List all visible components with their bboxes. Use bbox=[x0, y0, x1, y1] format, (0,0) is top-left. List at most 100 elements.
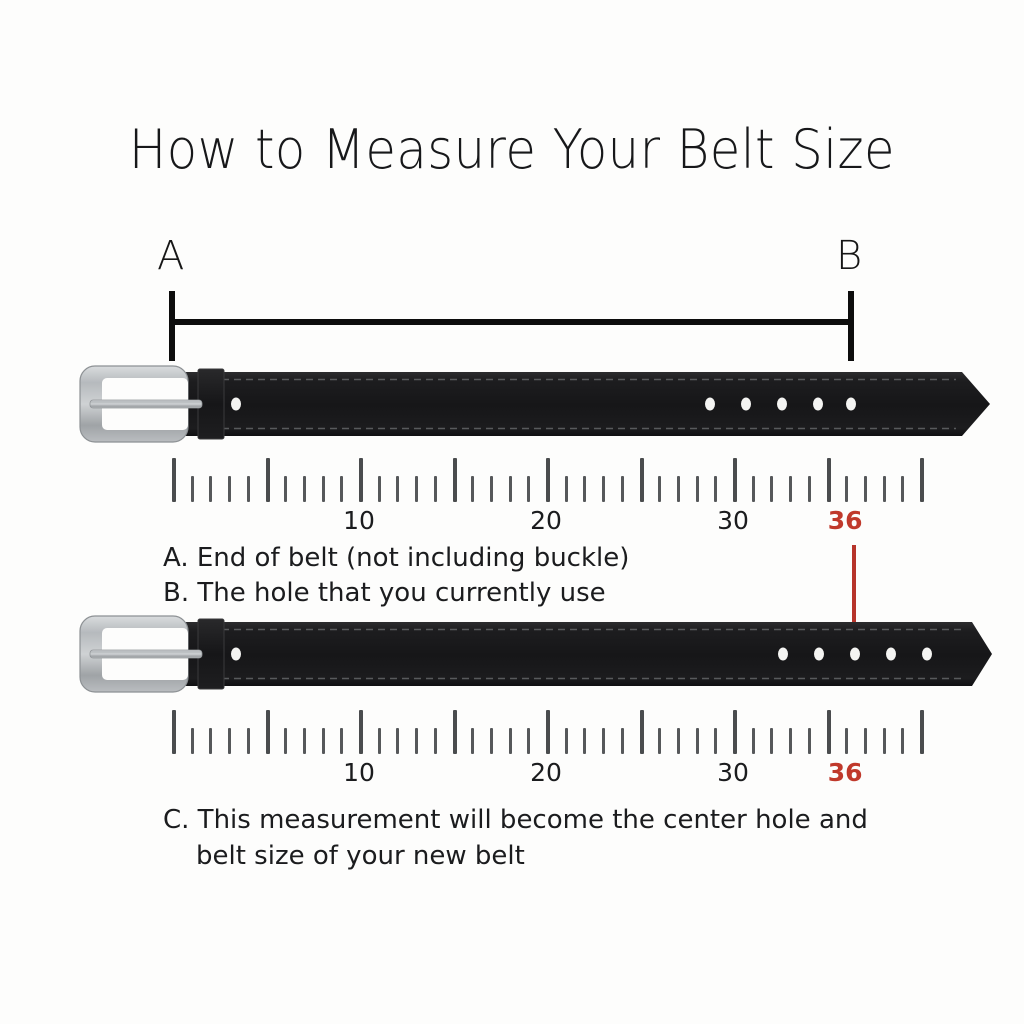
ruler-tick-minor bbox=[246, 476, 250, 502]
page-title: How to Measure Your Belt Size bbox=[128, 118, 896, 181]
ruler-icon-bottom bbox=[160, 704, 960, 754]
ruler-tick-minor bbox=[901, 728, 905, 754]
ruler-label-36: 36 bbox=[827, 758, 863, 787]
ruler-tick-minor bbox=[620, 476, 624, 502]
ruler-label-36: 36 bbox=[827, 506, 863, 535]
ruler-tick-major bbox=[265, 458, 270, 502]
ruler-tick-minor bbox=[433, 476, 437, 502]
ruler-numbers-top: 10 20 30 36 bbox=[0, 506, 1024, 540]
ruler-tick-minor bbox=[377, 476, 381, 502]
ruler-tick-minor bbox=[340, 476, 344, 502]
ruler-tick-minor bbox=[583, 476, 587, 502]
ruler-tick-minor bbox=[676, 728, 680, 754]
ruler-tick-minor bbox=[415, 728, 419, 754]
ruler-tick-minor bbox=[396, 728, 400, 754]
ruler-tick-minor bbox=[209, 728, 213, 754]
ruler-tick-minor bbox=[190, 728, 194, 754]
ruler-tick-minor bbox=[190, 476, 194, 502]
ruler-tick-minor bbox=[321, 728, 325, 754]
ruler-label-20: 20 bbox=[530, 758, 562, 787]
ruler-tick-minor bbox=[845, 476, 849, 502]
ruler-tick-minor bbox=[602, 728, 606, 754]
ruler-tick-minor bbox=[246, 728, 250, 754]
ruler-tick-major bbox=[452, 710, 457, 754]
ruler-tick-minor bbox=[751, 476, 755, 502]
ruler-tick-major bbox=[359, 710, 363, 754]
ruler-tick-major bbox=[265, 710, 270, 754]
ruler-tick-minor bbox=[901, 476, 905, 502]
belt-buckle-icon bbox=[79, 615, 203, 693]
ruler-label-10: 10 bbox=[343, 758, 375, 787]
ruler-tick-major bbox=[172, 458, 176, 502]
ruler-tick-major bbox=[733, 710, 737, 754]
ruler-numbers-bottom: 10 20 30 36 bbox=[0, 758, 1024, 792]
ruler-tick-minor bbox=[209, 476, 213, 502]
belt-holes-bottom bbox=[778, 647, 932, 661]
ruler-icon-top bbox=[160, 452, 960, 502]
belt-strap-icon-top bbox=[79, 365, 990, 443]
ruler-label-30: 30 bbox=[717, 506, 749, 535]
ruler-tick-minor bbox=[695, 476, 699, 502]
ruler-label-20: 20 bbox=[530, 506, 562, 535]
ruler-tick-minor bbox=[471, 728, 475, 754]
ruler-tick-minor bbox=[564, 476, 568, 502]
belt-buckle-icon bbox=[79, 365, 203, 443]
ruler-tick-minor bbox=[714, 476, 718, 502]
caption-c-line2: belt size of your new belt bbox=[196, 841, 525, 871]
caption-c-line1: C. This measurement will become the cent… bbox=[163, 805, 868, 835]
ruler-tick-minor bbox=[845, 728, 849, 754]
ruler-tick-major bbox=[452, 458, 457, 502]
ruler-tick-minor bbox=[695, 728, 699, 754]
ruler-tick-major bbox=[920, 710, 924, 754]
ruler-tick-minor bbox=[564, 728, 568, 754]
ruler-label-10: 10 bbox=[343, 506, 375, 535]
ruler-tick-major bbox=[639, 710, 644, 754]
ruler-tick-minor bbox=[396, 476, 400, 502]
ruler-tick-major bbox=[172, 710, 176, 754]
ruler-tick-minor bbox=[863, 728, 867, 754]
caption-a: A. End of belt (not including buckle) bbox=[163, 543, 630, 573]
ruler-tick-major bbox=[546, 458, 550, 502]
ruler-tick-minor bbox=[489, 476, 493, 502]
bracket-label-b: B bbox=[836, 233, 863, 279]
ruler-tick-minor bbox=[882, 728, 886, 754]
ruler-tick-major bbox=[920, 458, 924, 502]
ruler-tick-minor bbox=[770, 476, 774, 502]
bracket-label-a: A bbox=[157, 233, 185, 279]
ruler-tick-minor bbox=[415, 476, 419, 502]
caption-b: B. The hole that you currently use bbox=[163, 578, 606, 608]
ruler-tick-minor bbox=[228, 476, 232, 502]
ruler-tick-major bbox=[359, 458, 363, 502]
ruler-tick-minor bbox=[377, 728, 381, 754]
ruler-tick-major bbox=[826, 710, 831, 754]
ruler-tick-minor bbox=[284, 476, 288, 502]
ruler-tick-minor bbox=[583, 728, 587, 754]
ruler-tick-minor bbox=[658, 728, 662, 754]
belt-strap-icon-bottom bbox=[79, 615, 992, 693]
ruler-tick-minor bbox=[527, 476, 531, 502]
ruler-tick-minor bbox=[807, 728, 811, 754]
ruler-tick-minor bbox=[527, 728, 531, 754]
ruler-tick-minor bbox=[807, 476, 811, 502]
ruler-tick-minor bbox=[228, 728, 232, 754]
ruler-tick-minor bbox=[471, 476, 475, 502]
bracket-tick-b bbox=[848, 291, 854, 361]
ruler-tick-major bbox=[733, 458, 737, 502]
ruler-tick-minor bbox=[863, 476, 867, 502]
belt-holes-top bbox=[705, 397, 856, 411]
ruler-tick-minor bbox=[489, 728, 493, 754]
ruler-label-30: 30 bbox=[717, 758, 749, 787]
ruler-tick-minor bbox=[340, 728, 344, 754]
ruler-tick-minor bbox=[302, 476, 306, 502]
ruler-tick-major bbox=[639, 458, 644, 502]
bracket-tick-a bbox=[169, 291, 175, 361]
ruler-tick-minor bbox=[658, 476, 662, 502]
ruler-tick-major bbox=[826, 458, 831, 502]
ruler-tick-minor bbox=[433, 728, 437, 754]
ruler-tick-minor bbox=[751, 728, 755, 754]
ruler-tick-minor bbox=[676, 476, 680, 502]
ruler-tick-minor bbox=[508, 476, 512, 502]
ruler-tick-minor bbox=[508, 728, 512, 754]
ruler-tick-minor bbox=[284, 728, 288, 754]
